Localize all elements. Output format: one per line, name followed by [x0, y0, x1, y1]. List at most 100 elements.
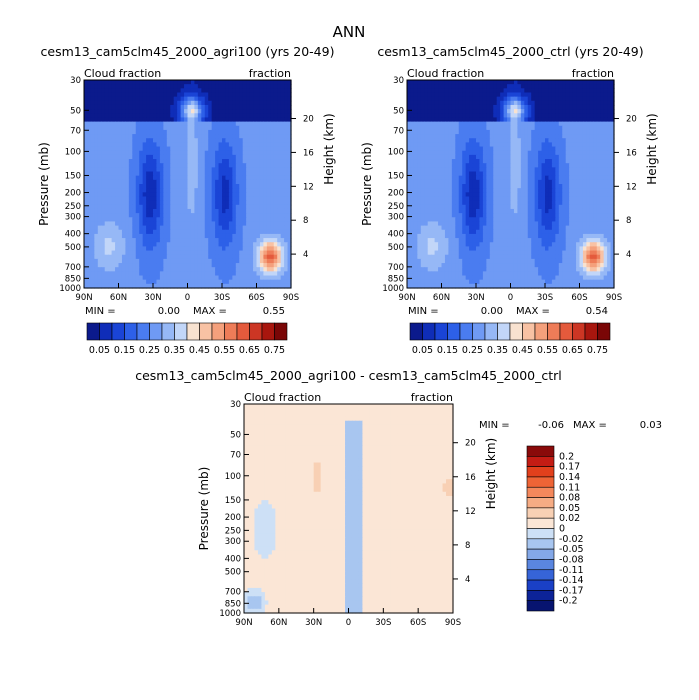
field-cell: [135, 275, 140, 281]
field-cell: [149, 229, 154, 235]
field-cell: [520, 192, 525, 198]
field-cell: [190, 179, 195, 185]
field-cell: [407, 104, 412, 110]
field-cell: [225, 275, 230, 281]
field-cell: [489, 142, 494, 148]
field-cell: [194, 125, 199, 131]
field-cell: [582, 163, 587, 168]
field-cell: [259, 100, 264, 106]
field-cell: [111, 125, 116, 131]
field-cell: [424, 150, 429, 156]
field-cell: [534, 159, 539, 164]
field-cell: [520, 154, 525, 160]
field-cell: [253, 196, 258, 202]
field-cell: [462, 129, 467, 135]
field-cell: [259, 129, 264, 135]
field-cell: [424, 146, 429, 152]
field-cell: [153, 275, 158, 281]
field-cell: [239, 84, 244, 89]
field-cell: [431, 134, 436, 139]
field-cell: [97, 238, 102, 243]
field-cell: [121, 250, 126, 256]
field-cell: [420, 80, 425, 85]
field-cell: [486, 146, 491, 152]
field-cell: [121, 275, 126, 281]
field-cell: [593, 121, 598, 127]
field-cell: [607, 196, 612, 202]
field-cell: [555, 204, 560, 210]
field-cell: [270, 100, 275, 106]
field-cell: [562, 109, 567, 114]
field-cell: [159, 88, 164, 94]
field-cell: [211, 109, 216, 114]
field-cell: [104, 163, 109, 168]
field-cell: [266, 254, 271, 260]
field-cell: [201, 213, 206, 218]
field-cell: [201, 279, 206, 285]
field-cell: [256, 142, 261, 148]
field-cell: [448, 109, 453, 114]
field-cell: [448, 196, 453, 202]
field-cell: [472, 88, 477, 94]
field-cell: [132, 188, 137, 193]
field-cell: [541, 188, 546, 193]
field-cell: [242, 80, 247, 85]
field-cell: [115, 84, 120, 89]
field-cell: [582, 80, 587, 85]
field-cell: [108, 221, 113, 227]
field-cell: [287, 246, 292, 252]
field-cell: [256, 113, 261, 119]
field-cell: [173, 96, 178, 102]
field-cell: [259, 109, 264, 114]
field-cell: [135, 142, 140, 148]
field-cell: [156, 238, 161, 243]
field-cell: [153, 267, 158, 272]
field-cell: [551, 167, 556, 173]
field-cell: [562, 117, 567, 123]
field-cell: [101, 208, 106, 214]
field-cell: [235, 163, 240, 168]
field-cell: [246, 129, 251, 135]
field-cell: [579, 121, 584, 127]
field-cell: [128, 229, 133, 235]
field-cell: [215, 267, 220, 272]
field-cell: [510, 146, 515, 152]
field-cell: [277, 204, 282, 210]
field-cell: [194, 221, 199, 227]
field-cell: [455, 129, 460, 135]
field-cell: [520, 100, 525, 106]
field-cell: [135, 100, 140, 106]
colorbar-label: 0.15: [114, 345, 135, 356]
field-cell: [451, 196, 456, 202]
field-cell: [232, 271, 237, 277]
field-cell: [444, 117, 449, 123]
field-cell: [235, 258, 240, 264]
field-cell: [517, 80, 522, 85]
field-cell: [253, 271, 258, 277]
field-cell: [451, 208, 456, 214]
colorbar-swatch: [161, 322, 175, 341]
field-cell: [479, 184, 484, 189]
field-cell: [551, 109, 556, 114]
field-cell: [270, 233, 275, 239]
field-cell: [180, 134, 185, 139]
field-cell: [586, 117, 591, 123]
field-cell: [410, 134, 415, 139]
field-cell: [135, 196, 140, 202]
field-cell: [513, 121, 518, 127]
field-cell: [596, 200, 601, 206]
field-cell: [513, 104, 518, 110]
field-cell: [413, 159, 418, 164]
field-cell: [486, 80, 491, 85]
field-cell: [427, 200, 432, 206]
field-cell: [503, 179, 508, 185]
field-cell: [87, 254, 92, 260]
field-cell: [527, 92, 532, 98]
field-cell: [410, 92, 415, 98]
field-cell: [163, 188, 168, 193]
field-cell: [121, 113, 126, 119]
field-cell: [458, 184, 463, 189]
field-cell: [534, 92, 539, 98]
field-cell: [493, 171, 498, 177]
field-cell: [593, 171, 598, 177]
